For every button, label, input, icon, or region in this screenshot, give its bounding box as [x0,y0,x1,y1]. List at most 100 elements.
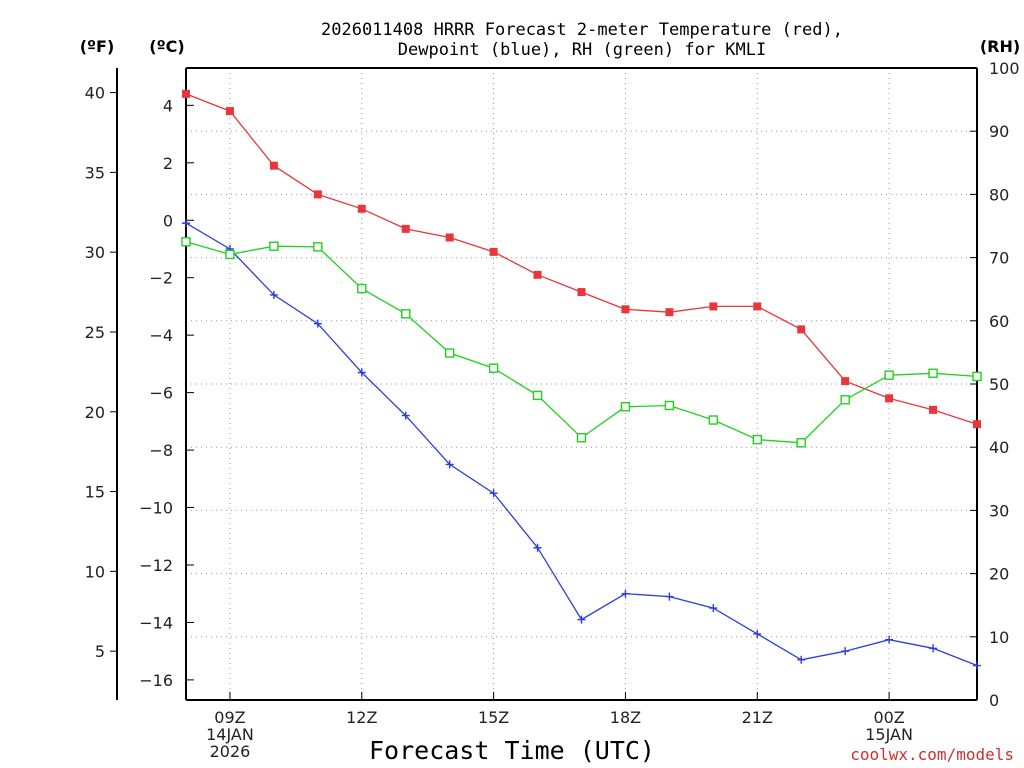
time-tick-label: 2026 [210,742,251,761]
celsius-tick-label: −16 [139,671,173,690]
rh-tick-label: 60 [989,312,1009,331]
relative-humidity-point [225,249,235,260]
rh-tick-label: 70 [989,249,1009,268]
relative-humidity-point [357,283,367,294]
time-tick-label: 00Z [873,708,904,727]
2-meter-temperature-point [665,308,674,317]
relative-humidity-point [401,309,411,319]
rh-tick-label: 50 [989,375,1009,394]
celsius-tick-label: −12 [139,556,173,575]
relative-humidity-point [620,402,631,412]
celsius-tick-label: 0 [163,211,173,230]
dewpoint-point [269,290,278,299]
x-axis-label: Forecast Time (UTC) [369,736,655,765]
2-meter-temperature-point [269,161,278,170]
fahrenheit-tick-label: 5 [95,642,105,661]
relative-humidity-point [181,237,191,247]
celsius-tick-label: −4 [149,326,173,345]
time-tick-label: 12Z [346,708,377,727]
relative-humidity-point [664,400,675,411]
chart-title-line-1: 2026011408 HRRR Forecast 2-meter Tempera… [321,20,843,40]
fahrenheit-tick-label: 35 [85,163,105,182]
dewpoint-point [313,319,322,328]
data-series [181,89,982,670]
dewpoint-point [709,604,718,613]
2-meter-temperature-line [185,93,978,425]
dewpoint-point [621,589,630,598]
2-meter-temperature-point [841,377,850,386]
time-tick-label: 14JAN [206,725,254,744]
gridlines [186,67,977,701]
fahrenheit-tick-label: 40 [85,84,105,103]
rh-tick-label: 90 [989,122,1009,141]
2-meter-temperature-point [885,394,894,403]
relative-humidity-point [796,438,806,448]
fahrenheit-tick-label: 30 [85,243,105,262]
rh-tick-label: 40 [989,438,1009,457]
2-meter-temperature-point [753,302,762,311]
dewpoint-point [577,615,586,624]
celsius-tick-label: 2 [163,154,173,173]
2-meter-temperature-point [182,89,190,98]
2-meter-temperature-point [709,302,718,311]
fahrenheit-tick-label: 10 [85,562,105,581]
celsius-tick-label: −10 [139,499,173,518]
dewpoint-point [357,368,366,377]
rh-tick-label: 100 [989,59,1020,78]
2-meter-temperature-point [445,233,454,242]
relative-humidity-line [185,241,978,444]
fahrenheit-tick-label: 25 [85,323,105,342]
dewpoint-point [973,661,981,670]
rh-tick-label: 20 [989,565,1009,584]
2-meter-temperature-point [357,204,366,213]
celsius-tick-label: −8 [149,441,173,460]
dewpoint-point [665,592,674,601]
celsius-tick-label: −6 [149,384,173,403]
dewpoint-point [753,629,762,638]
dewpoint-point [797,655,806,664]
2-meter-temperature-point [313,190,322,199]
time-tick-label: 09Z [214,708,245,727]
relative-humidity-point [752,434,762,445]
2-meter-temperature-point [929,405,938,414]
relative-humidity-point [972,371,982,382]
chart-title: 2026011408 HRRR Forecast 2-meter Tempera… [321,20,843,60]
dewpoint-point [182,219,190,228]
relative-humidity-point [576,433,587,443]
celsius-tick-label: 4 [163,96,173,115]
relative-humidity-point [840,395,850,405]
axes: 420−2−4−6−8−10−12−14−1640353025201510510… [85,59,1020,761]
dewpoint-point [885,635,894,644]
relative-humidity-point [532,390,543,401]
2-meter-temperature-point [225,107,234,116]
dewpoint-point [445,460,454,469]
2-meter-temperature-point [973,420,981,429]
celsius-unit-label: (ºC) [149,37,184,56]
time-tick-label: 15Z [478,708,509,727]
celsius-tick-label: −2 [149,269,173,288]
relative-humidity-point [269,241,279,251]
fahrenheit-tick-label: 20 [85,403,105,422]
relative-humidity-point [444,348,455,358]
chart-title-line-2: Dewpoint (blue), RH (green) for KMLI [398,40,766,60]
time-tick-label: 15JAN [865,725,913,744]
dewpoint-point [841,647,850,656]
relative-humidity-point [313,242,323,252]
2-meter-temperature-point [797,325,806,334]
2-meter-temperature-point [401,224,410,233]
rh-unit-label: (RH) [980,37,1020,56]
dewpoint-point [401,411,410,420]
time-tick-label: 21Z [742,708,773,727]
relative-humidity-point [884,370,894,380]
2-meter-temperature-point [577,288,586,297]
credit-text: coolwx.com/models [850,745,1014,764]
rh-tick-label: 0 [989,691,999,710]
dewpoint-point [929,644,938,653]
rh-tick-label: 10 [989,628,1009,647]
relative-humidity-point [488,363,499,373]
dewpoint-point [489,489,498,498]
rh-tick-label: 80 [989,185,1009,204]
rh-tick-label: 30 [989,501,1009,520]
dewpoint-point [533,543,542,552]
